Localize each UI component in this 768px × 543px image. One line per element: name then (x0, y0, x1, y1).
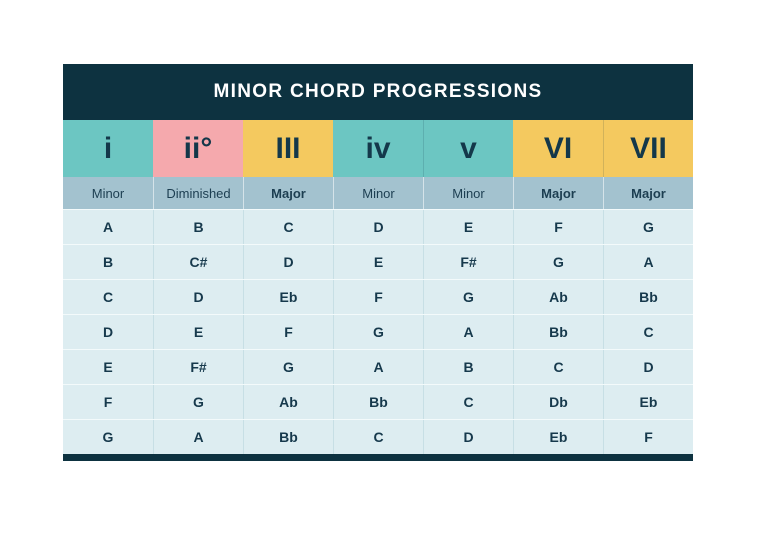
note-cell: B (102, 254, 114, 270)
note-cell: D (243, 245, 333, 279)
note-cell: Bb (513, 315, 603, 349)
quality-cell: Major (603, 177, 693, 209)
note-cell: E (153, 315, 243, 349)
note-cell: Eb (513, 420, 603, 454)
note-cell: E (103, 359, 113, 375)
note-cell: F (513, 210, 603, 244)
note-cell: F (243, 315, 333, 349)
note-cell: F# (153, 350, 243, 384)
table-row: D E F G A Bb C (63, 314, 693, 349)
numeral-header-cell: i (63, 120, 153, 177)
note-cell: D (423, 420, 513, 454)
note-cell: G (423, 280, 513, 314)
table-row: E F# G A B C D (63, 349, 693, 384)
note-cell: G (603, 210, 693, 244)
note-cell: Ab (243, 385, 333, 419)
table-row: B C# D E F# G A (63, 244, 693, 279)
note-cell: C# (153, 245, 243, 279)
quality-cell: Minor (333, 177, 423, 209)
note-cell: C (603, 315, 693, 349)
table-title-bar: MINOR CHORD PROGRESSIONS (63, 64, 693, 120)
table-row: G A Bb C D Eb F (63, 419, 693, 454)
numeral-header-cell: VI (513, 120, 603, 177)
note-cell: F (103, 394, 113, 410)
note-cell: D (333, 210, 423, 244)
note-cell: C (243, 210, 333, 244)
note-cell: E (423, 210, 513, 244)
note-cell: A (423, 315, 513, 349)
note-cell: C (102, 289, 114, 305)
numeral-header-cell: iv (333, 120, 423, 177)
note-cell: Eb (243, 280, 333, 314)
quality-cell: Major (243, 177, 333, 209)
table-body: A B C D E F G B C# D E F# G A C D Eb F G Ab Bb D E F G A Bb C E F# G A B… (63, 209, 693, 454)
quality-row: Minor Diminished Major Minor Minor Major Major (63, 177, 693, 209)
note-cell: G (513, 245, 603, 279)
minor-chord-progressions-table: MINOR CHORD PROGRESSIONS i ii° III iv v VI VII… (63, 64, 693, 461)
note-cell: C (423, 385, 513, 419)
table-title: MINOR CHORD PROGRESSIONS (213, 81, 543, 102)
note-cell: G (333, 315, 423, 349)
numeral-header-cell: VII (603, 120, 693, 177)
note-cell: A (333, 350, 423, 384)
note-cell: Bb (333, 385, 423, 419)
note-cell: B (153, 210, 243, 244)
note-cell: F# (423, 245, 513, 279)
note-cell: D (603, 350, 693, 384)
note-cell: F (603, 420, 693, 454)
note-cell: Ab (513, 280, 603, 314)
table-row: F G Ab Bb C Db Eb (63, 384, 693, 419)
numeral-header-cell: III (243, 120, 333, 177)
note-cell: C (333, 420, 423, 454)
note-cell: Bb (243, 420, 333, 454)
table-row: C D Eb F G Ab Bb (63, 279, 693, 314)
quality-cell: Minor (91, 185, 125, 201)
note-cell: A (153, 420, 243, 454)
note-cell: Bb (603, 280, 693, 314)
quality-cell: Minor (423, 177, 513, 209)
bottom-accent-bar (63, 454, 693, 461)
note-cell: D (102, 324, 114, 340)
note-cell: F (333, 280, 423, 314)
note-cell: D (153, 280, 243, 314)
note-cell: A (102, 219, 114, 235)
note-cell: B (423, 350, 513, 384)
quality-cell: Diminished (153, 177, 243, 209)
note-cell: C (513, 350, 603, 384)
note-cell: G (153, 385, 243, 419)
numeral-header-cell: ii° (153, 120, 243, 177)
quality-cell: Major (513, 177, 603, 209)
numeral-header-row: i ii° III iv v VI VII (63, 120, 693, 177)
note-cell: G (102, 429, 114, 445)
note-cell: Db (513, 385, 603, 419)
note-cell: A (603, 245, 693, 279)
note-cell: Eb (603, 385, 693, 419)
note-cell: G (243, 350, 333, 384)
numeral-header-cell: v (423, 120, 513, 177)
note-cell: E (333, 245, 423, 279)
